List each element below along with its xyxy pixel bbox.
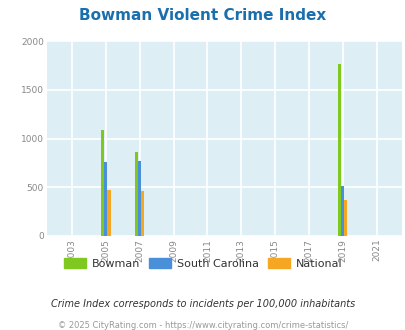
Bar (101, 130, 104, 236)
Bar (107, 190, 110, 236)
Bar (135, 152, 138, 236)
Bar (340, 186, 343, 236)
Text: Bowman Violent Crime Index: Bowman Violent Crime Index (79, 8, 326, 23)
Text: © 2025 CityRating.com - https://www.cityrating.com/crime-statistics/: © 2025 CityRating.com - https://www.city… (58, 321, 347, 330)
Text: Crime Index corresponds to incidents per 100,000 inhabitants: Crime Index corresponds to incidents per… (51, 299, 354, 309)
Bar (343, 200, 347, 236)
Bar (141, 191, 144, 236)
Bar (104, 162, 107, 236)
Bar (138, 160, 141, 236)
Bar (337, 64, 340, 236)
Legend: Bowman, South Carolina, National: Bowman, South Carolina, National (60, 254, 345, 273)
